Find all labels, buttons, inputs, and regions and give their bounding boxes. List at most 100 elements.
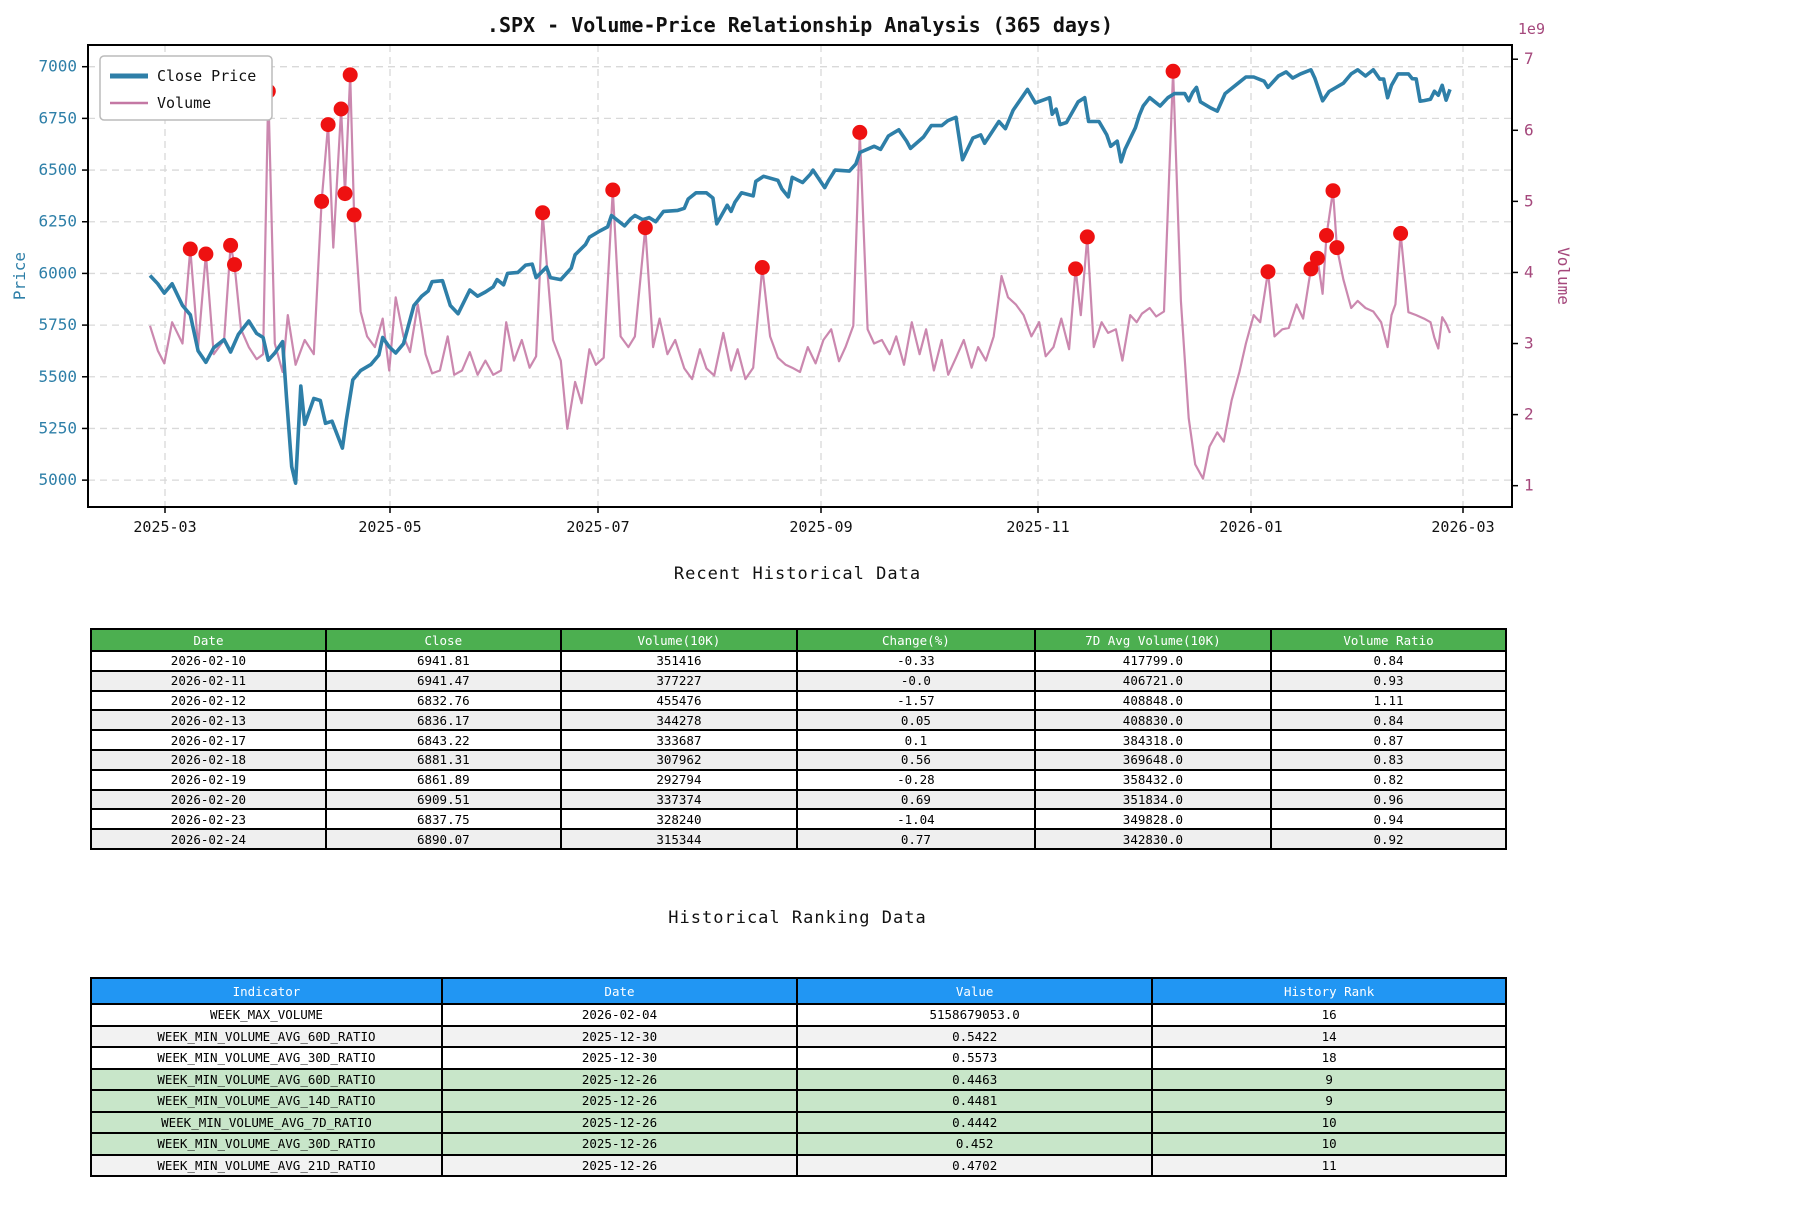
table-cell: WEEK_MIN_VOLUME_AVG_21D_RATIO	[90, 1153, 443, 1177]
right-tick-label: 3	[1524, 334, 1534, 353]
table-cell: 16	[1151, 1003, 1507, 1027]
left-tick-label: 6500	[38, 160, 77, 179]
table-cell: -0.28	[796, 768, 1036, 791]
table-cell: 307962	[559, 748, 799, 771]
table-cell: 0.77	[796, 828, 1036, 850]
high-volume-marker	[1319, 228, 1334, 243]
table-cell: 369648.0	[1033, 748, 1273, 771]
table-cell: 1.11	[1270, 689, 1507, 712]
chart-gridlines	[88, 45, 1512, 507]
x-tick-label: 2026-03	[1431, 518, 1494, 536]
table-cell: 10	[1151, 1110, 1507, 1134]
table-cell: 11	[1151, 1153, 1507, 1177]
table-row: 2026-02-13 6836.17 344278 0.05 408830.0 0.84	[90, 709, 1507, 732]
table-cell: 408830.0	[1033, 709, 1273, 732]
table-row: 2026-02-24 6890.07 315344 0.77 342830.0 0.92	[90, 828, 1507, 850]
table-cell: 351416	[559, 650, 799, 672]
left-tick-label: 5750	[38, 315, 77, 334]
high-volume-marker	[852, 124, 868, 140]
table-cell: 2025-12-30	[440, 1046, 799, 1070]
table-cell: 2026-02-13	[90, 709, 327, 732]
legend-close-label: Close Price	[157, 67, 256, 85]
chart-ticks: 2025-03 2025-05 2025-07 2025-09 2025-11 2026-…	[38, 49, 1533, 536]
recent-historical-table: Date Close Volume(10K) Change(%) 7D Avg Volu…	[90, 628, 1507, 850]
table-row: 2026-02-17 6843.22 333687 0.1 384318.0 0.87	[90, 729, 1507, 751]
table-cell: 6881.31	[324, 748, 562, 771]
table-header-cell: Indicator	[90, 977, 443, 1005]
table-cell: 384318.0	[1033, 729, 1273, 751]
table-cell: 6861.89	[324, 768, 562, 791]
table-cell: 0.92	[1270, 828, 1507, 850]
volume-price-chart: .SPX - Volume-Price Relationship Analysi…	[0, 0, 1797, 545]
table-cell: 417799.0	[1033, 650, 1273, 672]
table-cell: 344278	[559, 709, 799, 732]
table-cell: 5158679053.0	[796, 1003, 1154, 1027]
table-row: WEEK_MIN_VOLUME_AVG_60D_RATIO 2025-12-26 0…	[90, 1067, 1507, 1091]
recent-table-title: Recent Historical Data	[673, 564, 922, 584]
table-cell: 351834.0	[1033, 788, 1273, 811]
table-cell: 0.4463	[796, 1067, 1154, 1091]
table-cell: 2025-12-26	[440, 1067, 799, 1091]
x-tick-label: 2025-11	[1006, 518, 1069, 536]
table-header-row: Date Close Volume(10K) Change(%) 7D Avg Volu…	[90, 628, 1507, 652]
high-volume-marker	[320, 117, 336, 133]
legend-volume-label: Volume	[157, 94, 211, 112]
table-row: WEEK_MIN_VOLUME_AVG_60D_RATIO 2025-12-30 0…	[90, 1024, 1507, 1048]
table-cell: 2025-12-26	[440, 1132, 799, 1156]
high-volume-marker	[223, 237, 239, 253]
high-volume-marker	[342, 67, 358, 83]
table-header-cell: History Rank	[1151, 977, 1507, 1005]
high-volume-marker	[337, 186, 353, 202]
table-cell: 349828.0	[1033, 808, 1273, 831]
high-volume-marker	[637, 220, 653, 236]
table-cell: 6909.51	[324, 788, 562, 811]
table-cell: WEEK_MIN_VOLUME_AVG_14D_RATIO	[90, 1089, 443, 1113]
table-cell: 6941.47	[324, 669, 562, 692]
high-volume-marker	[314, 193, 330, 209]
x-tick-label: 2025-05	[358, 518, 421, 536]
table-row: 2026-02-20 6909.51 337374 0.69 351834.0 0.96	[90, 788, 1507, 811]
table-header-cell: Value	[796, 977, 1154, 1005]
right-tick-label: 1	[1524, 476, 1534, 495]
table-cell: 2026-02-18	[90, 748, 327, 771]
table-cell: 377227	[559, 669, 799, 692]
table-cell: 6837.75	[324, 808, 562, 831]
left-tick-label: 7000	[38, 57, 77, 76]
table-cell: 2026-02-19	[90, 768, 327, 791]
high-volume-marker	[1325, 183, 1341, 199]
table-header-cell: Volume Ratio	[1270, 628, 1507, 652]
table-cell: WEEK_MIN_VOLUME_AVG_60D_RATIO	[90, 1024, 443, 1048]
table-cell: 2025-12-26	[440, 1153, 799, 1177]
high-volume-marker	[605, 182, 621, 198]
table-cell: 2026-02-11	[90, 669, 327, 692]
table-header-cell: Change(%)	[796, 628, 1036, 652]
table-cell: 18	[1151, 1046, 1507, 1070]
table-cell: 2026-02-04	[440, 1003, 799, 1027]
table-cell: -0.0	[796, 669, 1036, 692]
right-tick-label: 2	[1524, 405, 1534, 424]
table-cell: 406721.0	[1033, 669, 1273, 692]
table-cell: 2025-12-30	[440, 1024, 799, 1048]
table-row: WEEK_MIN_VOLUME_AVG_14D_RATIO 2025-12-26 0…	[90, 1089, 1507, 1113]
table-cell: 0.1	[796, 729, 1036, 751]
table-row: 2026-02-18 6881.31 307962 0.56 369648.0 0.83	[90, 748, 1507, 771]
high-volume-marker	[1079, 229, 1095, 245]
table-cell: 408848.0	[1033, 689, 1273, 712]
high-volume-marker	[1165, 63, 1181, 79]
left-tick-label: 5000	[38, 470, 77, 489]
table-cell: 10	[1151, 1132, 1507, 1156]
right-tick-label: 6	[1524, 120, 1534, 139]
chart-series	[148, 63, 1452, 486]
table-cell: 315344	[559, 828, 799, 850]
table-cell: 0.84	[1270, 709, 1507, 732]
right-tick-label: 7	[1524, 49, 1534, 68]
table-row: WEEK_MIN_VOLUME_AVG_7D_RATIO 2025-12-26 0.…	[90, 1110, 1507, 1134]
table-cell: 6890.07	[324, 828, 562, 850]
left-tick-label: 5500	[38, 367, 77, 386]
table-cell: 9	[1151, 1067, 1507, 1091]
table-row: 2026-02-19 6861.89 292794 -0.28 358432.0 0.82	[90, 768, 1507, 791]
right-tick-label: 4	[1524, 262, 1534, 281]
table-cell: 0.82	[1270, 768, 1507, 791]
table-cell: 0.4442	[796, 1110, 1154, 1134]
plot-border	[87, 44, 1513, 508]
